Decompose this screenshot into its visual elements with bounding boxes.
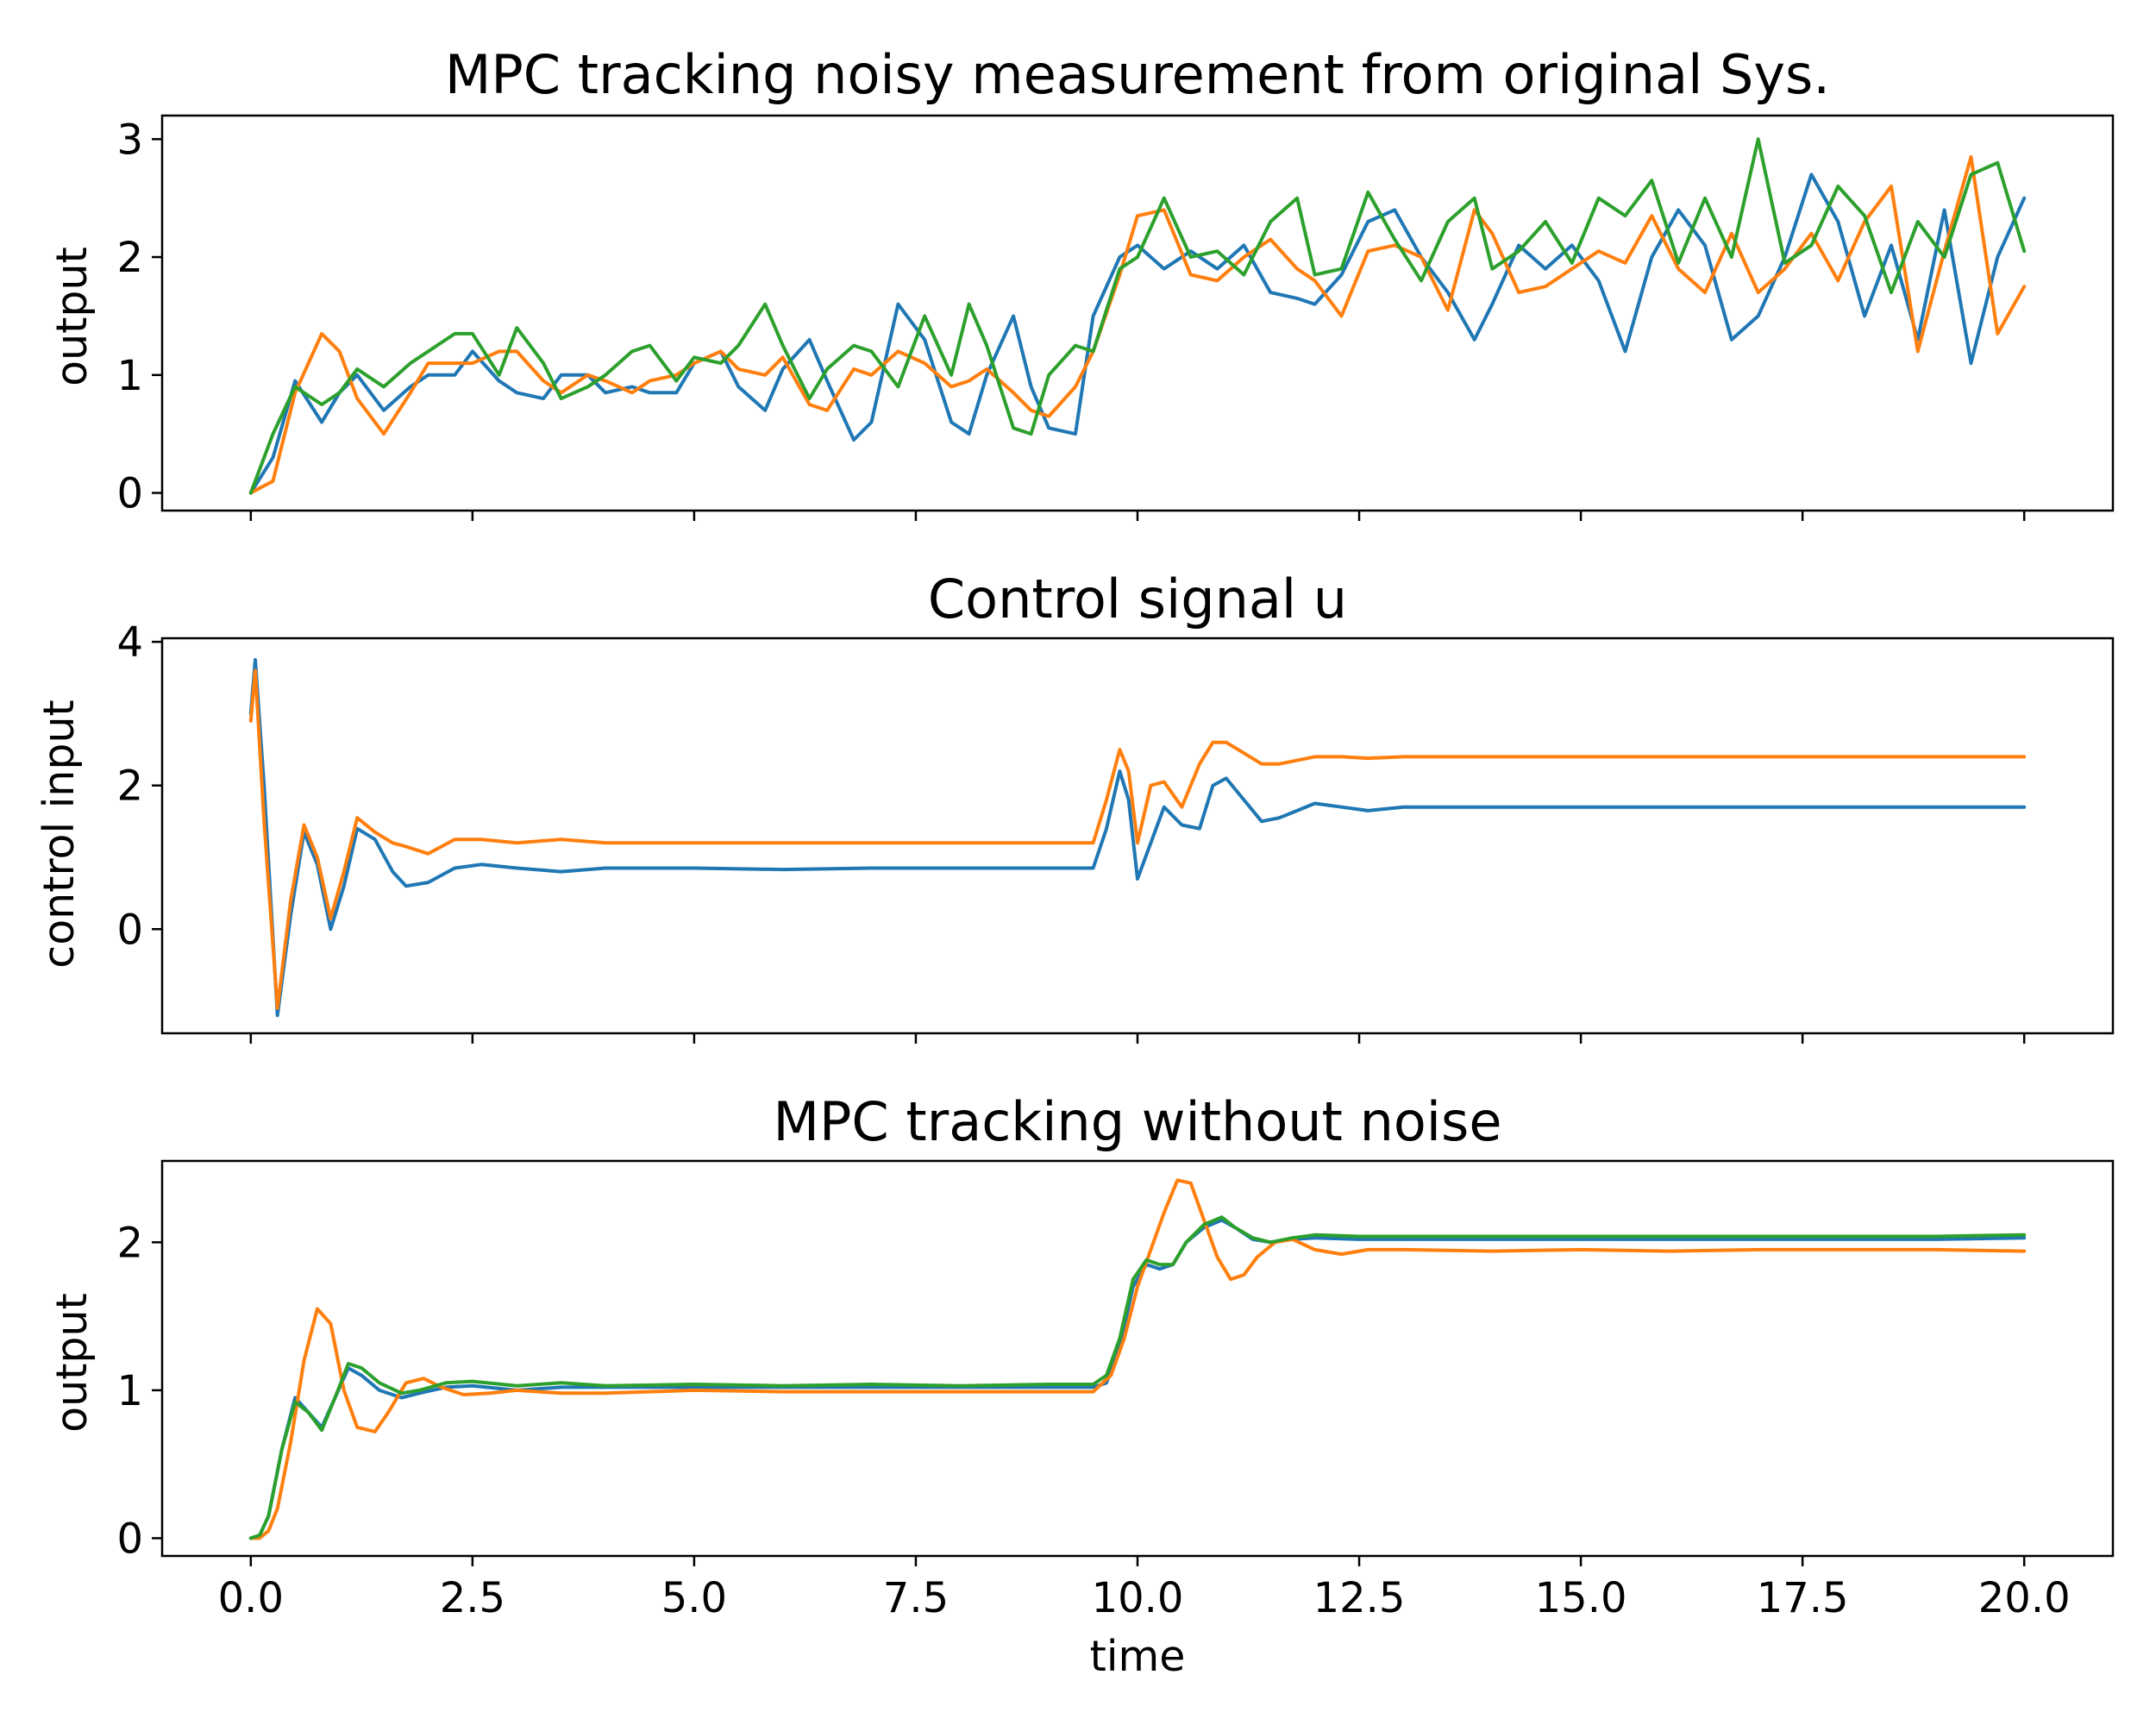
panel-noiseless-tracking: MPC tracking without noise output 0 1 2 0.… — [47, 1090, 2115, 1681]
panel-3-xlabel: time — [1090, 1632, 1186, 1681]
x-tick-label: 12.5 — [1313, 1574, 1406, 1622]
y-tick-label: 1 — [116, 352, 143, 400]
panel-2-title: Control signal u — [928, 568, 1347, 630]
series-line-1 — [248, 172, 2027, 495]
panel-3-ylabel: output — [47, 1293, 97, 1433]
x-tick-label: 15.0 — [1535, 1574, 1627, 1622]
panel-3-y-axis: 0 1 2 — [116, 1219, 162, 1563]
x-tick-label: 10.0 — [1092, 1574, 1184, 1622]
y-tick-label: 3 — [116, 116, 143, 164]
panel-2-ylabel: control input — [34, 699, 84, 968]
series-line-2 — [248, 668, 2027, 1010]
y-tick-label: 0 — [116, 469, 143, 518]
panel-3-x-axis: 0.0 2.5 5.0 7.5 10.0 12.5 15.0 17.5 20.0 — [218, 1556, 2071, 1622]
panel-1-title: MPC tracking noisy measurement from orig… — [445, 43, 1830, 106]
panel-2-y-axis: 0 2 4 — [116, 618, 162, 954]
y-tick-label: 2 — [116, 234, 143, 282]
panel-3-series — [248, 1178, 2027, 1540]
x-tick-label: 7.5 — [883, 1574, 949, 1622]
panel-noisy-tracking: MPC tracking noisy measurement from orig… — [47, 43, 2115, 521]
series-line-2 — [248, 1178, 2027, 1540]
x-tick-label: 20.0 — [1978, 1574, 2071, 1622]
y-tick-label: 1 — [116, 1367, 143, 1415]
x-tick-label: 0.0 — [218, 1574, 284, 1622]
series-line-1 — [248, 658, 2027, 1018]
y-tick-label: 2 — [116, 762, 143, 811]
panel-1-y-axis: 0 1 2 3 — [116, 116, 162, 518]
y-tick-label: 0 — [116, 906, 143, 954]
series-line-2 — [248, 154, 2027, 495]
panel-3-title: MPC tracking without noise — [774, 1090, 1502, 1153]
panel-2-x-axis — [249, 1033, 2026, 1044]
x-tick-label: 2.5 — [440, 1574, 505, 1622]
panel-control-signal: Control signal u control input 0 2 4 — [34, 568, 2115, 1044]
series-line-3 — [248, 1215, 2027, 1540]
y-tick-label: 0 — [116, 1515, 143, 1563]
panel-1-x-axis — [249, 511, 2026, 521]
panel-2-series — [248, 658, 2027, 1018]
x-tick-label: 17.5 — [1757, 1574, 1849, 1622]
y-tick-label: 4 — [116, 618, 143, 667]
y-tick-label: 2 — [116, 1219, 143, 1267]
series-line-3 — [248, 137, 2027, 495]
panel-1-series — [248, 137, 2027, 495]
panel-1-ylabel: output — [47, 247, 97, 386]
x-tick-label: 5.0 — [661, 1574, 727, 1622]
